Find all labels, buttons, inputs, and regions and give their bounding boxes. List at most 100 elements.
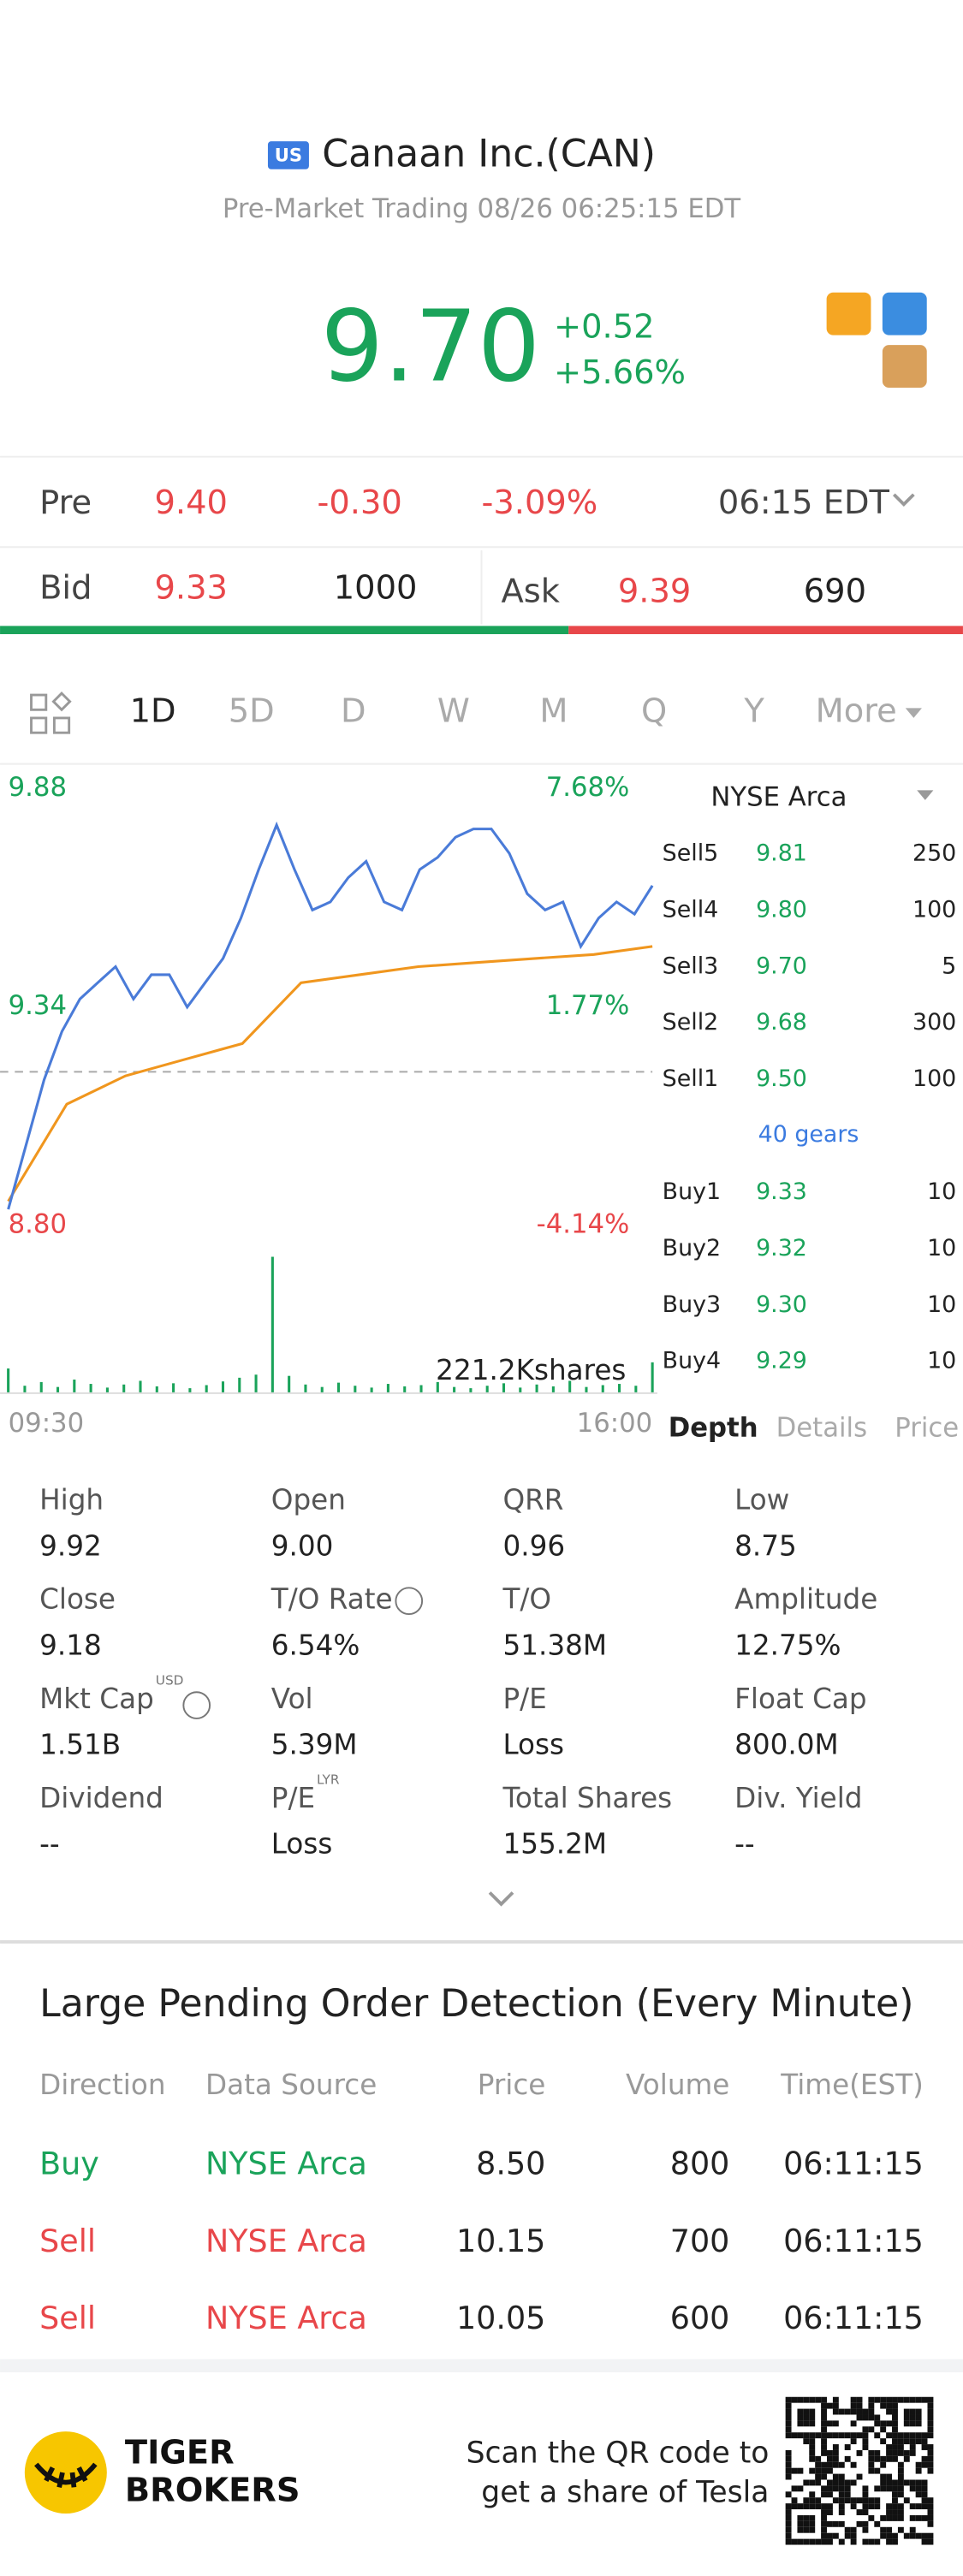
qr-cell (880, 2396, 887, 2403)
qr-cell (797, 2520, 804, 2527)
qr-cell (921, 2461, 928, 2468)
volume-bar (618, 1384, 621, 1393)
qr-cell (832, 2444, 839, 2450)
qr-cell (832, 2402, 839, 2409)
qr-cell (862, 2491, 869, 2498)
qr-cell (815, 2503, 822, 2510)
qr-cell (797, 2420, 804, 2427)
tab[interactable]: M (539, 692, 568, 731)
icon[interactable] (882, 345, 927, 389)
volume-bar (453, 1386, 456, 1393)
qr-cell (868, 2426, 875, 2433)
qr-cell (880, 2438, 887, 2445)
qr-cell (868, 2461, 875, 2468)
tab[interactable]: 1D (130, 692, 176, 731)
qr-cell (874, 2503, 881, 2510)
qr-cell (897, 2444, 904, 2450)
book-price: 9.32 (756, 1235, 807, 1261)
qr-code (785, 2396, 934, 2545)
qr-cell (809, 2438, 816, 2445)
volume-bar (370, 1387, 373, 1393)
tab[interactable]: Y (743, 692, 764, 731)
bid-bar (0, 626, 569, 634)
qr-cell (809, 2449, 816, 2456)
gears[interactable]: 40 gears (758, 1121, 859, 1148)
stat-value: Loss (502, 1729, 564, 1761)
qr-cell (821, 2503, 828, 2510)
dropdown[interactable] (905, 708, 922, 718)
volume-bar (485, 1386, 489, 1393)
qr-cell (821, 2473, 828, 2480)
qr-cell (815, 2461, 822, 2468)
book-label: Buy1 (663, 1178, 721, 1205)
info-icon[interactable] (182, 1691, 211, 1719)
icon[interactable] (882, 292, 927, 335)
volume-bar (436, 1381, 439, 1393)
info-icon[interactable] (395, 1587, 424, 1616)
chevron[interactable] (892, 493, 915, 507)
qr-cell (892, 2420, 898, 2427)
exchange[interactable]: NYSE Arca (710, 781, 847, 812)
volume-bar (601, 1385, 604, 1393)
qr-cell (921, 2479, 928, 2486)
qr-cell (915, 2503, 922, 2510)
qr-cell (815, 2396, 822, 2403)
qr-cell (850, 2479, 857, 2486)
tab[interactable]: 5D (229, 692, 275, 731)
book-label: Sell4 (663, 897, 719, 923)
volume-bar (73, 1380, 76, 1393)
qr-cell (785, 2473, 792, 2480)
stat-label: Total Shares (502, 1782, 672, 1814)
change: +0.52 (554, 307, 655, 346)
tab[interactable]: Q (641, 692, 667, 731)
volume-bar (568, 1380, 572, 1393)
book-size: 5 (942, 953, 956, 979)
qr-cell (892, 2455, 898, 2462)
book-tab[interactable]: Depth (669, 1413, 758, 1444)
qr-cell (915, 2432, 922, 2439)
stat-value: 6.54% (271, 1629, 360, 1661)
stat-value: 51.38M (502, 1629, 607, 1661)
qr-cell (897, 2449, 904, 2456)
qr-cell (803, 2538, 810, 2545)
tab[interactable]: More (816, 692, 897, 731)
order-cell: 700 (670, 2223, 730, 2259)
book-tab[interactable]: Details (776, 1413, 867, 1444)
column-header: Time(EST) (780, 2069, 924, 2101)
stat-value: 12.75% (734, 1629, 841, 1661)
stat-value: 155.2M (502, 1828, 607, 1861)
qr-cell (868, 2538, 875, 2545)
qr-cell (892, 2503, 898, 2510)
qr-cell (868, 2467, 875, 2474)
book-size: 100 (912, 1065, 956, 1092)
volume-bar (254, 1374, 258, 1393)
expand[interactable] (488, 1891, 514, 1907)
qr-cell (886, 2402, 893, 2409)
pre-time[interactable]: 06:15 EDT (718, 484, 890, 522)
qr-cell (886, 2514, 893, 2521)
qr-cell (862, 2509, 869, 2515)
qr-cell (815, 2479, 822, 2486)
qr-cell (892, 2497, 898, 2504)
qr-cell (915, 2461, 922, 2468)
qr-cell (886, 2396, 893, 2403)
dropdown[interactable] (917, 790, 934, 800)
qr-cell (809, 2491, 816, 2498)
tab[interactable]: W (437, 692, 470, 731)
badge-text: US (275, 144, 302, 165)
book-size: 10 (927, 1291, 956, 1318)
qr-cell (821, 2432, 828, 2439)
qr-cell (868, 2497, 875, 2504)
qr-cell (821, 2520, 828, 2527)
qr-cell (803, 2526, 810, 2533)
qr-cell (838, 2473, 845, 2480)
tab[interactable]: D (341, 692, 366, 731)
icon[interactable] (826, 292, 871, 335)
qr-cell (915, 2467, 922, 2474)
qr-cell (821, 2426, 828, 2433)
column-header: Data Source (205, 2069, 377, 2101)
grid-icon[interactable] (30, 691, 72, 734)
qr-cell (785, 2396, 792, 2403)
book-tab[interactable]: Price (895, 1413, 959, 1444)
qr-cell (856, 2396, 863, 2403)
